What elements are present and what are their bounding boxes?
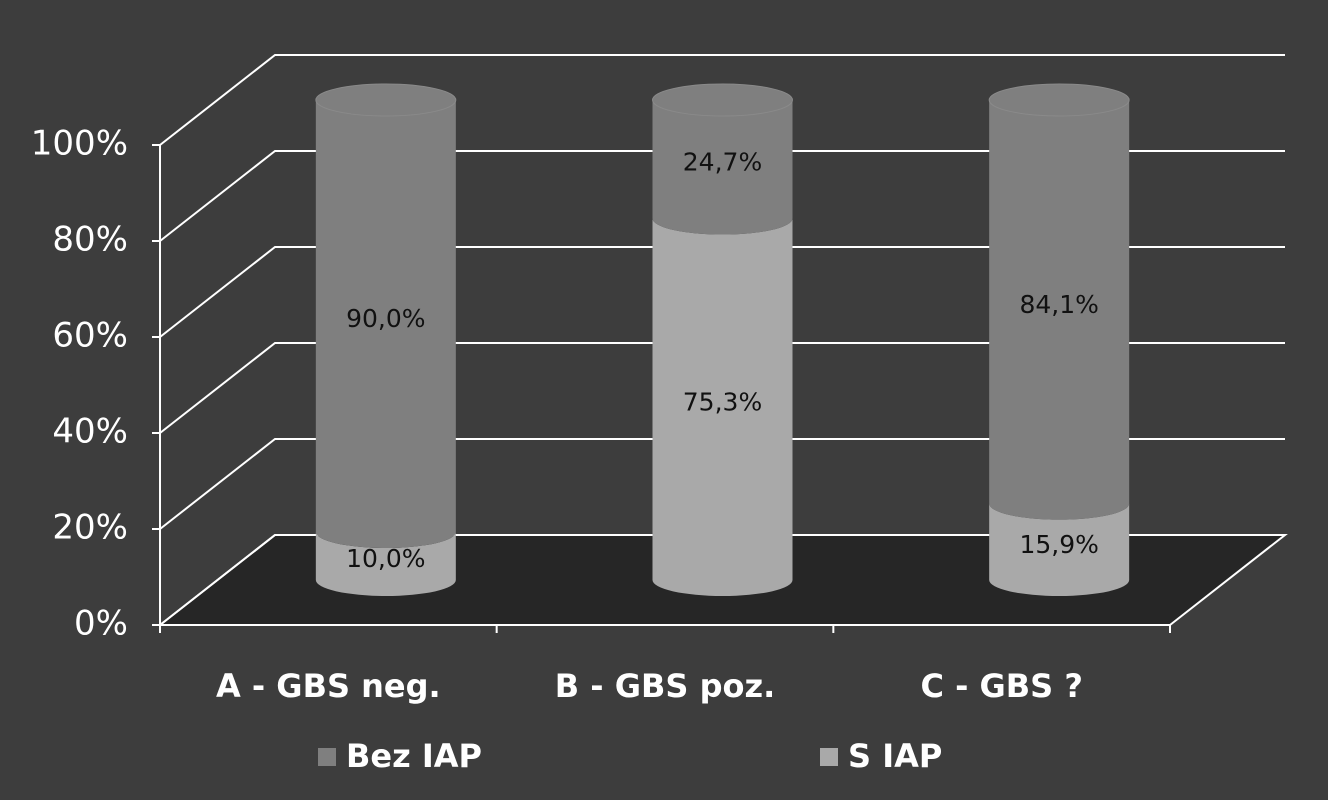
grid-line	[159, 246, 1285, 338]
legend-label: Bez IAP	[346, 737, 482, 775]
x-tick-label: A - GBS neg.	[216, 667, 441, 705]
grid-line	[159, 342, 1285, 434]
y-tick-label: 100%	[31, 124, 128, 164]
x-tick-label: B - GBS poz.	[555, 667, 775, 705]
y-tick-label: 60%	[52, 316, 128, 356]
cylinder-segment	[989, 100, 1130, 520]
cylinder-segment	[315, 100, 456, 548]
value-label: 84,1%	[1019, 290, 1098, 319]
value-label: 15,9%	[1019, 530, 1098, 559]
legend-swatch	[318, 748, 336, 766]
value-label: 75,3%	[683, 387, 762, 416]
grid-line	[159, 150, 1285, 242]
value-label: 24,7%	[683, 147, 762, 176]
y-tick-label: 40%	[52, 412, 128, 452]
cylinder-segment	[315, 532, 456, 596]
cylinder-top	[652, 83, 793, 117]
y-tick-label: 0%	[74, 604, 128, 644]
legend-swatch	[820, 748, 838, 766]
cylinder-top	[315, 83, 457, 117]
cylinder-top	[988, 83, 1130, 117]
grid-line	[159, 438, 1285, 530]
value-label: 90,0%	[346, 304, 425, 333]
cylinder-segment	[989, 503, 1130, 596]
legend-label: S IAP	[848, 737, 942, 775]
value-label: 10,0%	[346, 544, 425, 573]
cylinder-segment	[652, 218, 793, 596]
y-tick-label: 80%	[52, 220, 128, 260]
grid-line	[159, 534, 1285, 626]
y-tick-label: 20%	[52, 508, 128, 548]
x-tick-label: C - GBS ?	[920, 667, 1082, 705]
grid-line	[159, 54, 1285, 146]
cylinder-segment	[652, 100, 793, 235]
